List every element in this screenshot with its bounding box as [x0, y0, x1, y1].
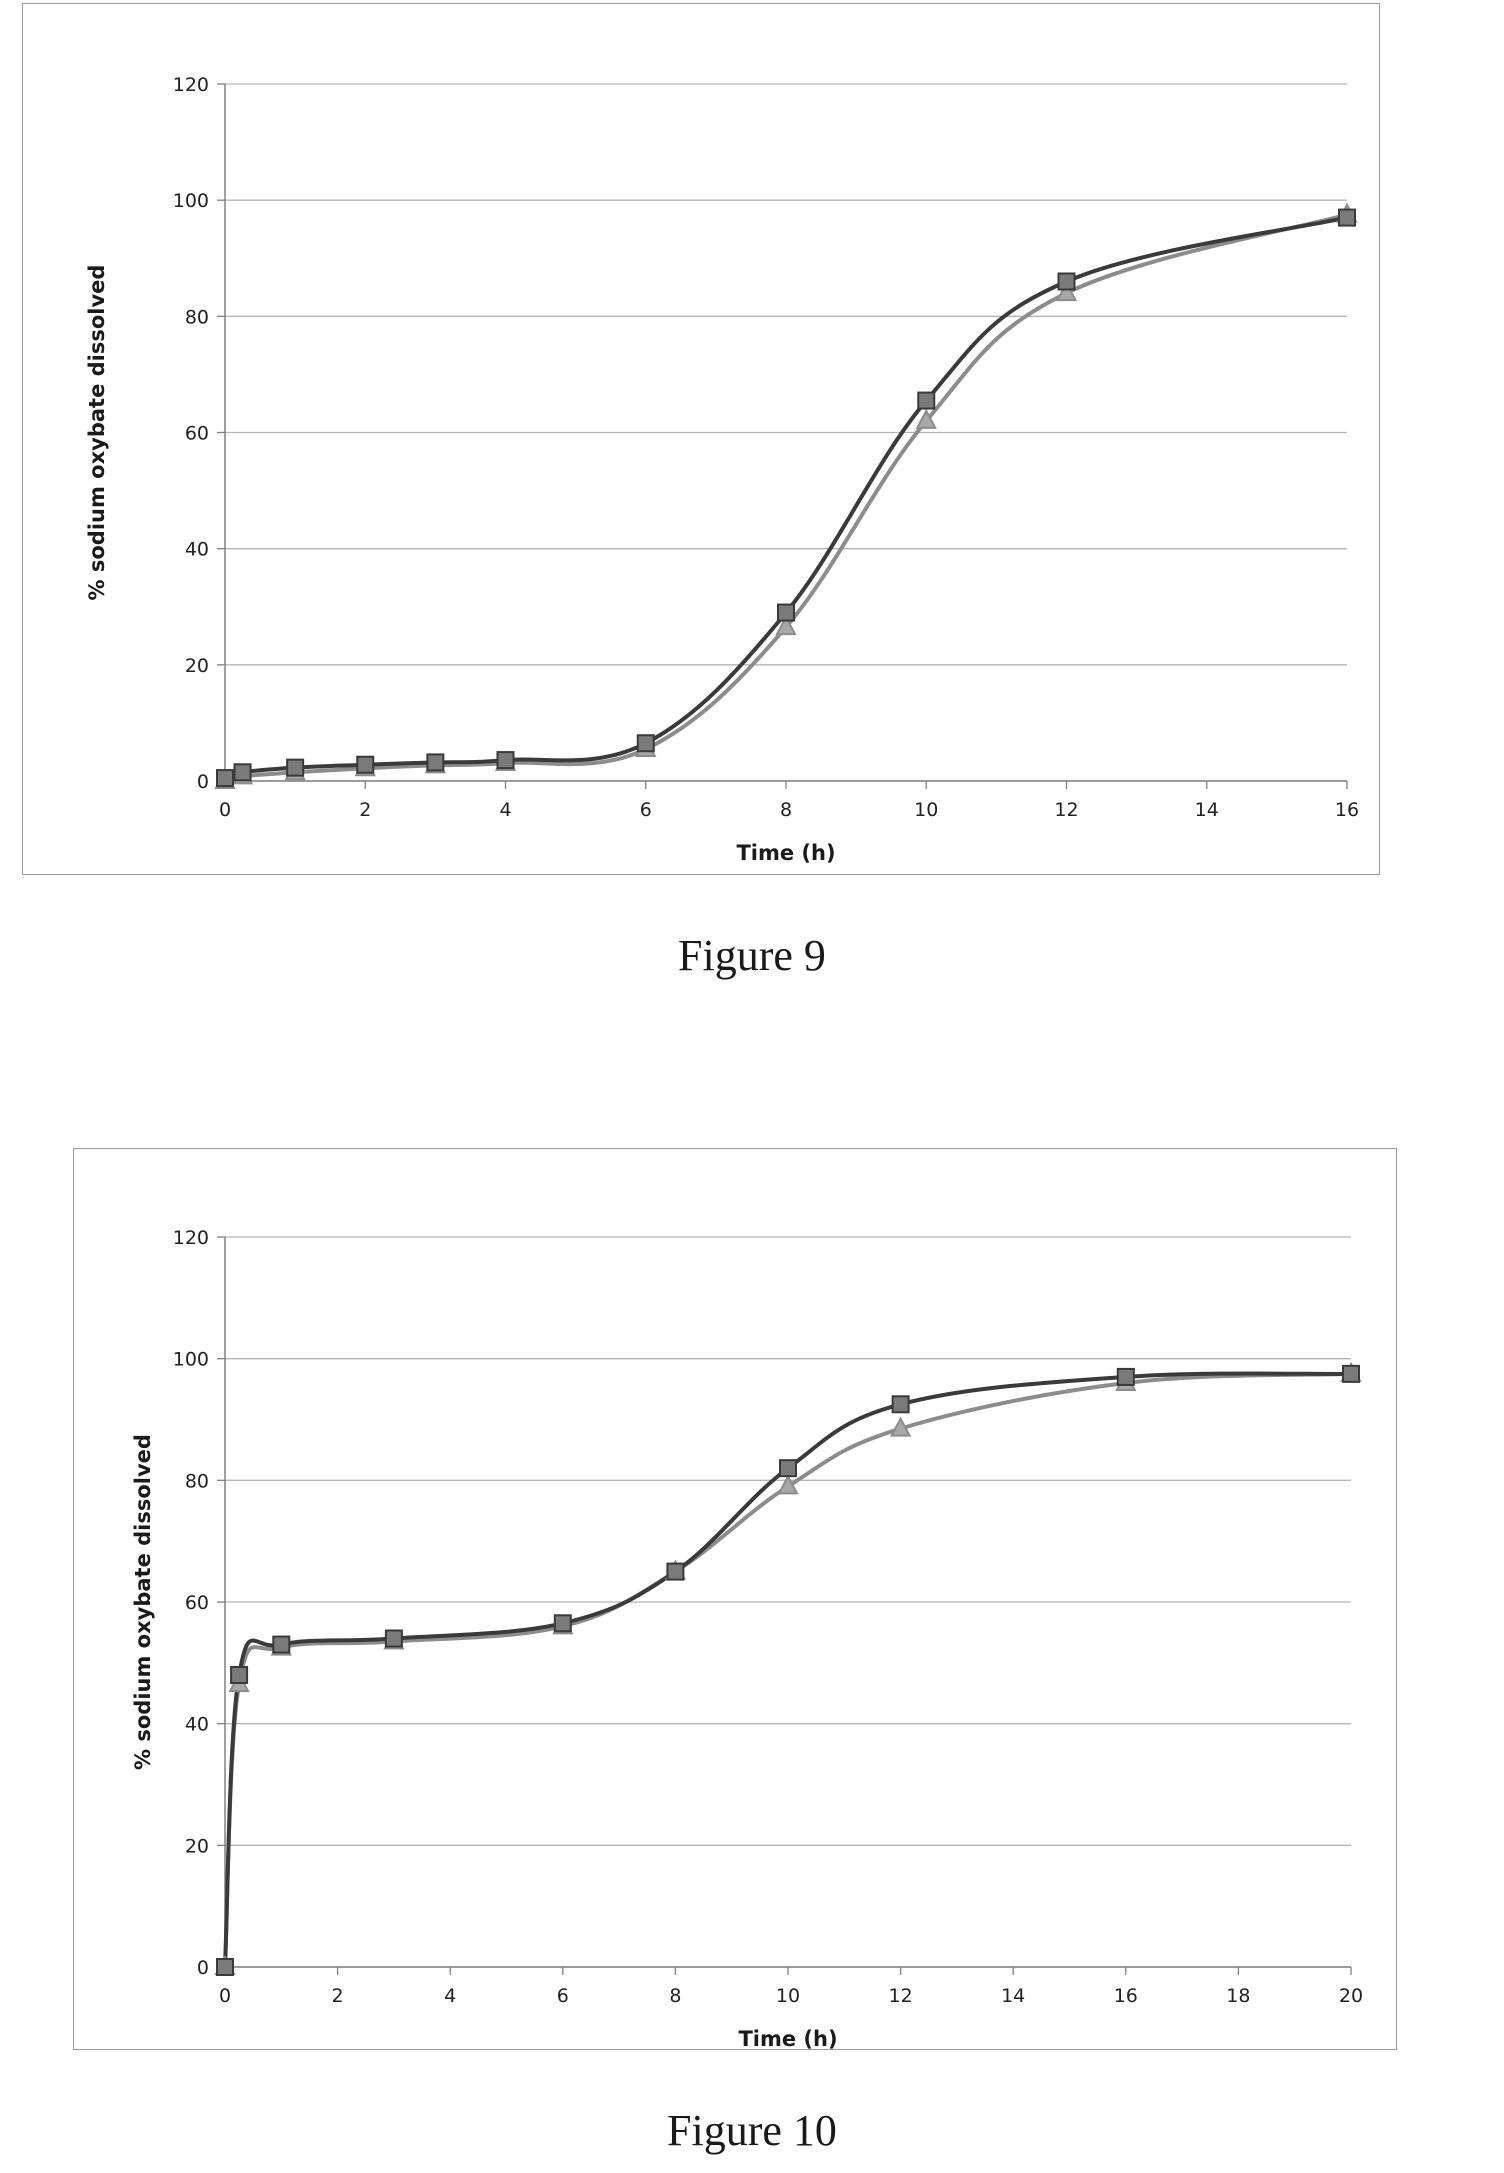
data-point-series-1 [777, 603, 795, 622]
x-tick-label: 10 [914, 799, 938, 821]
data-point-series-2 [889, 1416, 912, 1437]
data-point-series-1 [1116, 1367, 1135, 1386]
data-point-series-1 [1342, 1364, 1360, 1383]
data-point-series-2 [1055, 280, 1078, 302]
data-point-series-1 [233, 763, 252, 782]
x-tick-label: 8 [780, 799, 792, 821]
chart-frame [22, 3, 1380, 875]
data-point-series-2 [775, 614, 797, 636]
x-tick-label: 12 [1054, 799, 1078, 821]
y-tick-label: 100 [173, 190, 209, 212]
data-point-series-1 [384, 1629, 403, 1648]
chart-figure-10: 0 20 40 60 80 100 120 0 2 4 6 8 10 12 14 16 18 20 Time (h)… [131, 1227, 1363, 2051]
x-axis-title: Time (h) [736, 841, 835, 865]
y-tick-label: 120 [173, 1227, 209, 1249]
series-line-1 [223, 215, 1349, 781]
data-point-series-1 [216, 1958, 234, 1976]
series-line-1 [223, 1371, 1353, 1969]
y-axis-title: % sodium oxybate dissolved [85, 265, 109, 601]
data-point-series-1 [891, 1395, 910, 1414]
x-tick-label: 8 [669, 1985, 681, 2007]
chart-figure-9: 0 20 40 60 80 100 120 0 2 4 6 8 10 12 14 16 Time (h) % so… [85, 74, 1359, 865]
x-tick-label: 0 [219, 1985, 231, 2007]
y-axis-title: % sodium oxybate dissolved [131, 1434, 155, 1770]
y-tick-label: 120 [173, 74, 209, 96]
x-tick-label: 12 [889, 1985, 913, 2007]
x-tick-label: 18 [1226, 1985, 1250, 2007]
data-point-series-1 [230, 1666, 249, 1684]
x-tick-label: 14 [1001, 1985, 1025, 2007]
figure-caption: Figure 10 [667, 2106, 837, 2155]
data-point-series-1 [1057, 272, 1076, 291]
data-point-series-1 [666, 1562, 685, 1581]
data-point-series-1 [553, 1614, 572, 1633]
data-point-series-2 [915, 408, 937, 429]
y-tick-label: 0 [197, 1957, 209, 1979]
y-tick-label: 40 [185, 539, 209, 561]
y-tick-label: 80 [185, 306, 209, 328]
y-tick-label: 100 [173, 1349, 209, 1371]
x-tick-label: 16 [1114, 1985, 1138, 2007]
y-tick-label: 0 [197, 771, 209, 793]
data-point-series-1 [636, 734, 655, 753]
data-point-series-2 [777, 1474, 799, 1495]
y-tick-label: 20 [185, 1835, 209, 1857]
x-tick-label: 6 [640, 799, 652, 821]
series-line-2 [223, 212, 1349, 783]
y-tick-label: 80 [185, 1470, 209, 1492]
x-tick-label: 0 [219, 799, 231, 821]
y-tick-label: 40 [185, 1714, 209, 1736]
data-point-series-1 [272, 1635, 291, 1654]
chart-frame [73, 1148, 1397, 2050]
x-tick-label: 4 [444, 1985, 456, 2007]
y-tick-label: 20 [185, 655, 209, 677]
x-tick-label: 10 [776, 1985, 800, 2007]
x-tick-label: 4 [499, 799, 511, 821]
x-tick-label: 16 [1335, 799, 1359, 821]
data-point-series-1 [1338, 208, 1356, 227]
data-point-series-1 [286, 758, 305, 777]
data-point-series-1 [356, 755, 375, 774]
x-tick-label: 6 [557, 1985, 569, 2007]
data-point-series-1 [216, 769, 234, 788]
data-point-series-1 [917, 391, 936, 410]
figure-caption: Figure 9 [678, 931, 826, 980]
y-tick-label: 60 [185, 423, 209, 445]
x-tick-label: 14 [1195, 799, 1219, 821]
x-tick-label: 2 [359, 799, 371, 821]
data-point-series-1 [496, 751, 515, 770]
data-point-series-1 [779, 1459, 797, 1478]
x-tick-label: 2 [332, 1985, 344, 2007]
x-tick-label: 20 [1339, 1985, 1363, 2007]
data-point-series-1 [426, 753, 445, 772]
y-tick-label: 60 [185, 1592, 209, 1614]
x-axis-title: Time (h) [738, 2027, 837, 2051]
